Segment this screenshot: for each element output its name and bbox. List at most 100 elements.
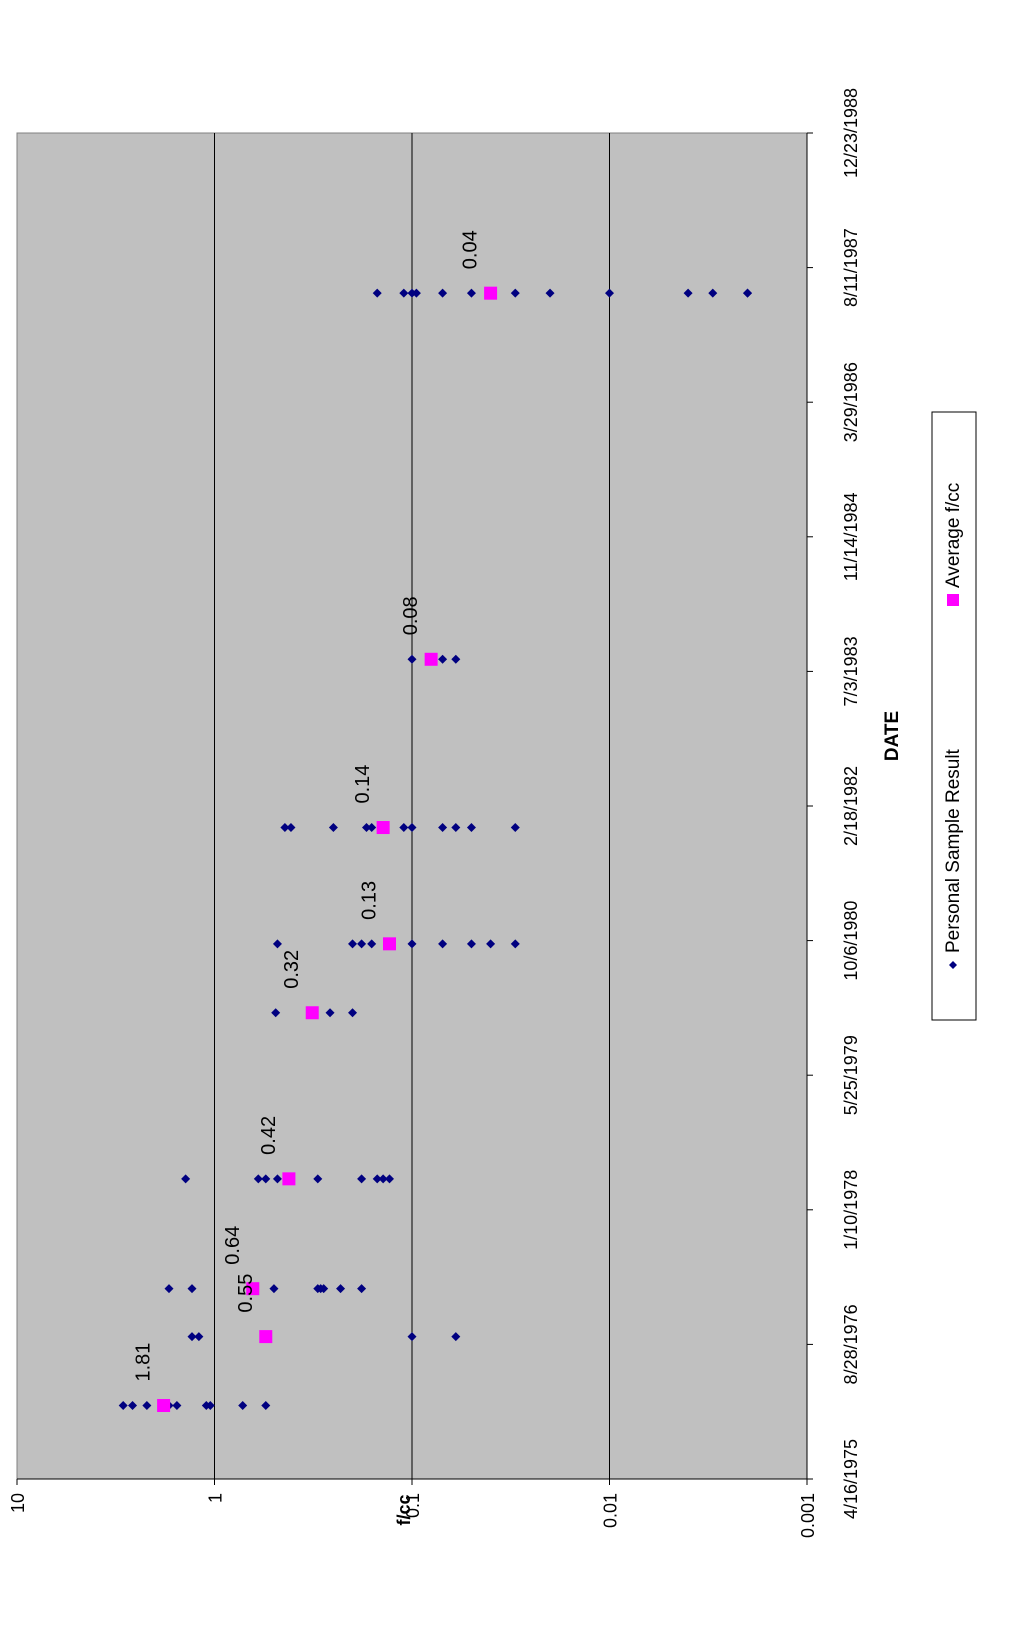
sample-point — [466, 939, 476, 949]
sample-point — [269, 1284, 279, 1294]
sample-point — [451, 654, 461, 664]
sample-point — [683, 288, 693, 298]
axes — [16, 132, 813, 1485]
sample-point — [253, 1174, 263, 1184]
average-data-label: 0.55 — [235, 1274, 257, 1313]
sample-point — [271, 1008, 281, 1018]
sample-point — [272, 1174, 282, 1184]
sample-point — [466, 288, 476, 298]
average-point — [282, 1172, 296, 1186]
sample-point — [142, 1401, 152, 1411]
average-point — [157, 1399, 171, 1413]
sample-point — [486, 939, 496, 949]
sample-point — [172, 1401, 182, 1411]
average-data-label: 0.64 — [222, 1226, 244, 1265]
sample-point — [280, 823, 290, 833]
sample-point — [319, 1284, 329, 1294]
sample-point — [336, 1284, 346, 1294]
average-data-label: 0.42 — [258, 1116, 280, 1155]
sample-point — [357, 939, 367, 949]
sample-point — [407, 939, 417, 949]
sample-point — [399, 823, 409, 833]
sample-point — [164, 1284, 174, 1294]
gridlines — [214, 133, 610, 1479]
y-axis-title: f/cc — [394, 1494, 414, 1525]
x-tick-label: 2/18/1982 — [841, 766, 861, 846]
sample-point — [187, 1284, 197, 1294]
y-tick-label: 0.001 — [798, 1493, 818, 1538]
x-tick-label: 12/23/1988 — [841, 88, 861, 178]
sample-point — [384, 1174, 394, 1184]
x-tick-label: 8/28/1976 — [841, 1304, 861, 1384]
average-point — [376, 821, 390, 835]
sample-point — [361, 823, 371, 833]
data-labels: 1.81 0.55 0.64 0.42 0.32 0.13 0.14 0.08 0.04 — [133, 230, 482, 1381]
x-tick-label: 10/6/1980 — [841, 901, 861, 981]
sample-point — [407, 654, 417, 664]
y-tick-label: 0.1 — [403, 1493, 423, 1518]
sample-point — [510, 288, 520, 298]
average-point — [246, 1282, 260, 1296]
sample-point — [378, 1174, 388, 1184]
x-tick-label: 1/10/1978 — [841, 1170, 861, 1250]
average-point — [424, 652, 438, 666]
sample-point — [407, 1332, 417, 1342]
sample-point — [372, 1174, 382, 1184]
sample-point — [357, 1284, 367, 1294]
sample-point — [118, 1401, 128, 1411]
average-data-label: 0.14 — [352, 765, 374, 804]
sample-point — [357, 1174, 367, 1184]
sample-point — [451, 1332, 461, 1342]
sample-point — [438, 654, 448, 664]
x-tick-label: 8/11/1987 — [841, 228, 861, 307]
sample-point — [466, 823, 476, 833]
sample-point — [545, 288, 555, 298]
sample-point — [272, 939, 282, 949]
sample-point — [181, 1174, 191, 1184]
sample-point — [407, 823, 417, 833]
average-point — [305, 1006, 319, 1020]
legend-label-average: Average f/cc — [943, 483, 964, 588]
sample-point — [743, 288, 753, 298]
average-data-label: 0.08 — [400, 596, 422, 635]
sample-point — [411, 288, 421, 298]
x-tick-label: 11/14/1984 — [841, 492, 861, 581]
sample-point — [510, 939, 520, 949]
sample-point — [438, 288, 448, 298]
sample-point — [372, 288, 382, 298]
legend-marker-average — [947, 594, 959, 606]
legend-marker-samples — [949, 961, 957, 969]
average-data-label: 0.04 — [460, 230, 482, 269]
x-tick-label: 4/16/1975 — [841, 1439, 861, 1519]
sample-point — [451, 823, 461, 833]
x-axis-title: DATE — [882, 711, 903, 761]
y-tick-label: 1 — [206, 1493, 226, 1503]
average-data-label: 0.32 — [281, 950, 303, 989]
y-tick-label: 10 — [8, 1493, 28, 1513]
x-tick-label: 3/29/1986 — [841, 362, 861, 442]
sample-point — [348, 1008, 358, 1018]
sample-point — [286, 823, 296, 833]
tick-labels: 10 1 0.1 0.01 0.001 4/16/1975 8/28/1976 1/10/19… — [8, 88, 861, 1538]
sample-point — [187, 1332, 197, 1342]
sample-point — [261, 1174, 271, 1184]
sample-point — [313, 1174, 323, 1184]
sample-point — [194, 1332, 204, 1342]
x-tick-label: 7/3/1983 — [841, 636, 861, 706]
sample-point — [348, 939, 358, 949]
sample-point — [605, 288, 614, 298]
axis-titles: f/cc DATE — [394, 711, 903, 1526]
sample-point — [438, 939, 448, 949]
average-data-label: 1.81 — [133, 1343, 155, 1382]
sample-point — [238, 1401, 248, 1411]
sample-point — [510, 823, 520, 833]
sample-point — [325, 1008, 335, 1018]
sample-point — [367, 823, 377, 833]
legend-label-samples: Personal Sample Result — [943, 748, 964, 953]
average-data-label: 0.13 — [358, 881, 380, 920]
sample-point — [438, 823, 448, 833]
sample-point — [261, 1401, 271, 1411]
legend-box — [931, 411, 977, 1021]
sample-point — [367, 939, 377, 949]
